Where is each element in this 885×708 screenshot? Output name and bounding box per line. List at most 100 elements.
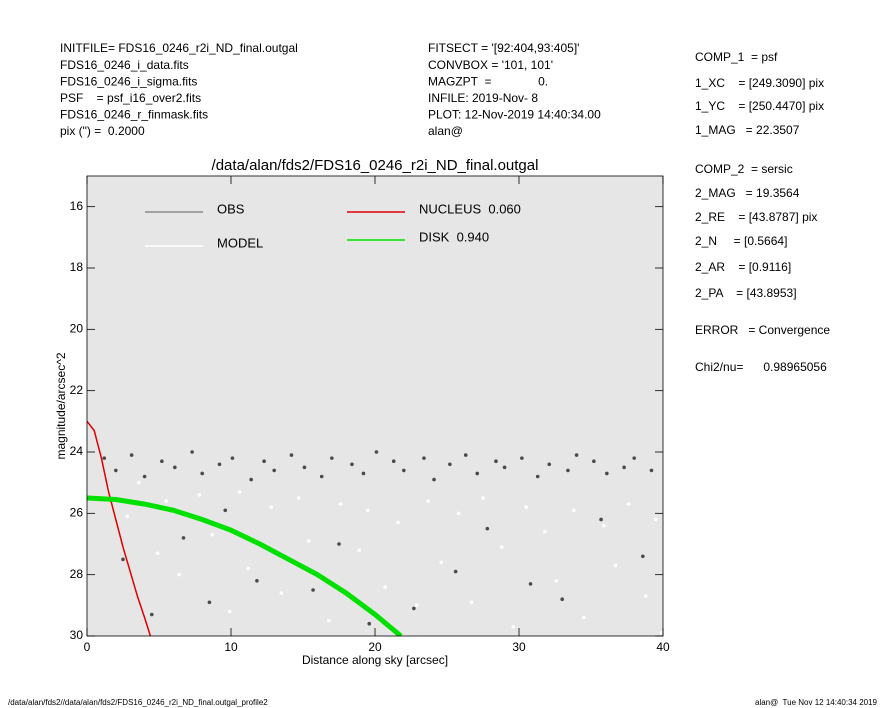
legend-label: OBS — [217, 201, 245, 216]
data-point — [412, 606, 416, 611]
x-tick-label: 20 — [368, 640, 382, 654]
data-point — [643, 594, 648, 598]
header-left-line: FDS16_0246_i_sigma.fits — [60, 74, 197, 88]
data-point — [560, 597, 564, 601]
data-point — [641, 554, 645, 559]
x-tick-label: 30 — [512, 640, 526, 654]
profile-line — [87, 495, 403, 636]
header-left-line: pix (") = 0.2000 — [60, 124, 145, 138]
data-point — [485, 526, 490, 531]
y-tick-label: 18 — [70, 260, 84, 274]
data-point — [659, 631, 663, 635]
header-middle-line: INFILE: 2019-Nov- 8 — [428, 91, 538, 105]
header-left-line: FDS16_0246_i_data.fits — [60, 58, 189, 72]
data-point — [296, 496, 301, 500]
y-axis-label: magnitude/arcsec^2 — [54, 352, 68, 459]
footer-right: alan@ Tue Nov 12 14:40:34 2019 — [755, 698, 878, 707]
data-point — [499, 545, 504, 549]
data-point — [150, 612, 154, 617]
data-point — [142, 474, 147, 479]
data-point — [125, 514, 130, 519]
data-point — [622, 465, 626, 470]
data-point — [279, 591, 284, 595]
data-point — [262, 459, 266, 464]
data-point — [574, 453, 579, 457]
fit-parameter: ERROR = Convergence — [695, 323, 830, 337]
data-point — [160, 459, 164, 464]
fit-parameter: 2_PA = [43.8953] — [695, 286, 797, 300]
data-point — [520, 456, 524, 460]
data-point — [626, 502, 631, 506]
x-tick-label: 0 — [84, 640, 91, 654]
fit-parameter: COMP_1 = psf — [695, 50, 778, 64]
data-point — [223, 508, 228, 513]
legend-label: DISK 0.940 — [419, 229, 489, 244]
data-point — [102, 456, 107, 460]
data-point — [632, 456, 636, 460]
data-point — [391, 459, 396, 464]
data-point — [200, 471, 204, 476]
plot — [87, 420, 663, 636]
profile-line — [87, 420, 152, 636]
header-left-line: PSF = psf_i16_over2.fits — [60, 91, 201, 105]
fit-parameter: 1_MAG = 22.3507 — [695, 123, 800, 137]
x-tick-label: 10 — [224, 640, 238, 654]
data-point — [269, 505, 274, 510]
legend-label: NUCLEUS 0.060 — [419, 201, 521, 216]
fit-parameter: 2_AR = [0.9116] — [695, 260, 791, 274]
data-point — [155, 551, 160, 555]
data-point — [173, 465, 177, 470]
fit-parameter: COMP_2 = sersic — [695, 162, 793, 176]
data-point — [249, 477, 253, 482]
data-point — [383, 585, 387, 589]
header-left-line: FDS16_0246_r_finmask.fits — [60, 108, 208, 122]
y-tick-label: 22 — [70, 383, 84, 397]
fit-parameter: 2_MAG = 19.3564 — [695, 186, 800, 200]
data-point — [571, 508, 576, 513]
data-point — [547, 462, 552, 467]
data-point — [463, 453, 468, 457]
y-tick-label: 26 — [70, 506, 84, 520]
data-point — [177, 572, 181, 577]
data-point — [502, 465, 507, 470]
y-tick-label: 24 — [70, 444, 84, 458]
y-tick-label: 30 — [70, 628, 84, 642]
data-point — [121, 557, 125, 562]
legend-label: MODEL — [217, 235, 263, 250]
data-point — [350, 462, 354, 467]
data-point — [302, 465, 307, 470]
data-point — [289, 453, 294, 457]
header-middle-line: MAGZPT = 0. — [428, 74, 548, 88]
data-point — [566, 468, 570, 473]
data-point — [592, 459, 596, 464]
header-middle-line: PLOT: 12-Nov-2019 14:40:34.00 — [428, 108, 601, 122]
data-point — [582, 615, 586, 620]
y-tick-label: 16 — [70, 199, 84, 213]
data-point — [649, 468, 654, 473]
data-point — [246, 566, 251, 571]
data-point — [422, 456, 426, 460]
data-point — [654, 517, 658, 522]
data-point — [613, 563, 618, 568]
fit-parameter: 1_XC = [249.3090] pix — [695, 76, 824, 90]
data-point — [137, 480, 141, 485]
data-point — [605, 471, 609, 476]
data-point — [361, 471, 366, 476]
data-point — [543, 529, 547, 534]
data-point — [255, 579, 259, 583]
data-point — [528, 582, 533, 586]
header-left-line: INITFILE= FDS16_0246_r2i_ND_final.outgal — [60, 41, 298, 55]
data-point — [494, 459, 498, 464]
data-point — [210, 533, 215, 537]
data-point — [197, 493, 202, 497]
data-point — [338, 502, 343, 506]
data-point — [432, 477, 436, 482]
data-point — [181, 536, 186, 540]
fit-parameter: 1_YC = [250.4470] pix — [695, 99, 824, 113]
fit-parameter: 2_RE = [43.8787] pix — [695, 210, 817, 224]
data-point — [366, 508, 370, 513]
data-point — [327, 618, 331, 623]
header-middle-line: alan@ — [428, 124, 463, 138]
data-point — [227, 609, 232, 614]
